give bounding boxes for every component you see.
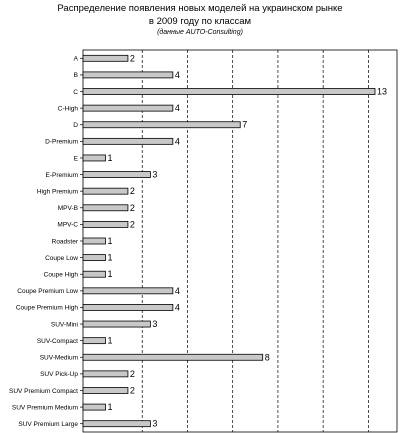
bar bbox=[82, 337, 106, 345]
bar bbox=[82, 420, 151, 428]
bar bbox=[82, 204, 129, 212]
bar bbox=[82, 220, 129, 228]
chart-source-note: (данные AUTO-Consulting) bbox=[157, 29, 243, 36]
bar bbox=[82, 270, 106, 278]
category-label: C-High bbox=[58, 105, 79, 112]
category-label: SUV-Compact bbox=[37, 338, 78, 345]
bar bbox=[82, 121, 241, 129]
value-label: 2 bbox=[130, 369, 135, 379]
category-label: Coupe Low bbox=[45, 255, 78, 262]
category-label: SUV Premium Compact bbox=[9, 388, 78, 395]
value-label: 1 bbox=[107, 253, 112, 263]
bar bbox=[82, 370, 129, 378]
category-label: MPV-C bbox=[57, 222, 78, 229]
bar bbox=[82, 171, 151, 178]
category-label: C bbox=[73, 89, 78, 96]
bar bbox=[82, 403, 106, 411]
value-label: 2 bbox=[130, 385, 135, 395]
value-label: 1 bbox=[107, 402, 112, 412]
bar bbox=[82, 187, 129, 195]
value-label: 1 bbox=[107, 153, 112, 163]
category-label: SUV Premium Large bbox=[18, 421, 78, 428]
category-label: Coupe High bbox=[44, 272, 79, 279]
category-label: SUV Pick-Up bbox=[40, 371, 78, 378]
category-label: Coupe Premium High bbox=[16, 305, 79, 312]
value-label: 1 bbox=[107, 236, 112, 246]
bar bbox=[82, 88, 376, 95]
value-label: 7 bbox=[242, 120, 247, 130]
value-label: 2 bbox=[130, 53, 135, 63]
chart-title-line-1: Распределение появления новых моделей на… bbox=[57, 3, 343, 14]
category-label: B bbox=[74, 72, 78, 79]
category-label: A bbox=[74, 56, 79, 63]
category-label: Roadster bbox=[52, 238, 79, 245]
value-label: 4 bbox=[175, 103, 180, 113]
category-label: D bbox=[73, 122, 78, 129]
category-label: D-Premium bbox=[45, 139, 78, 146]
value-label: 2 bbox=[130, 203, 135, 213]
value-label: 4 bbox=[175, 136, 180, 146]
bar bbox=[82, 71, 174, 79]
value-label: 2 bbox=[130, 219, 135, 229]
value-label: 3 bbox=[152, 419, 157, 429]
category-label: MPV-B bbox=[58, 205, 78, 212]
bar bbox=[82, 320, 151, 328]
category-label: High Premium bbox=[37, 188, 78, 195]
bar bbox=[82, 287, 174, 295]
value-label: 3 bbox=[152, 319, 157, 329]
value-label: 1 bbox=[107, 336, 112, 346]
value-label: 13 bbox=[377, 87, 387, 97]
bar bbox=[82, 237, 106, 245]
chart-title-line-2: в 2009 году по классам bbox=[148, 16, 252, 27]
bar bbox=[82, 154, 106, 162]
bar bbox=[82, 104, 174, 112]
category-label: SUV Premium Medium bbox=[12, 404, 78, 411]
value-label: 4 bbox=[175, 286, 180, 296]
value-label: 4 bbox=[175, 70, 180, 80]
value-label: 1 bbox=[107, 269, 112, 279]
category-label: SUV-Mini bbox=[51, 321, 78, 328]
value-label: 8 bbox=[265, 352, 270, 362]
bar bbox=[82, 254, 106, 262]
category-label: SUV-Medium bbox=[40, 355, 78, 362]
category-label: E bbox=[74, 155, 79, 162]
value-label: 4 bbox=[175, 302, 180, 312]
category-label: Coupe Premium Low bbox=[17, 288, 78, 295]
bar bbox=[82, 387, 129, 394]
value-label: 2 bbox=[130, 186, 135, 196]
category-label: E-Premium bbox=[45, 172, 78, 179]
bar bbox=[82, 353, 264, 361]
bar bbox=[82, 54, 129, 62]
bar bbox=[82, 137, 174, 145]
value-label: 3 bbox=[152, 170, 157, 180]
bar bbox=[82, 304, 174, 311]
